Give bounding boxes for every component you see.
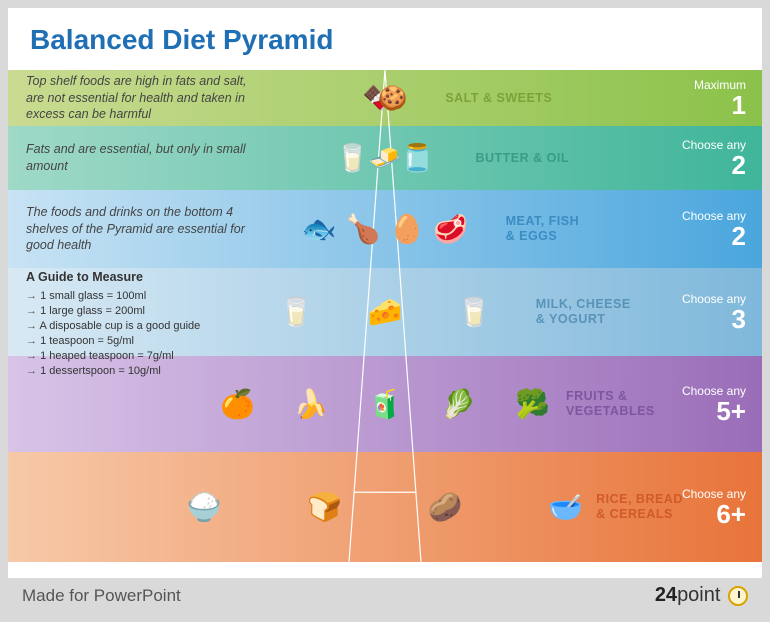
- guide-item: A disposable cup is a good guide: [26, 318, 246, 333]
- pyramid-row-1: Fats and are essential, but only in smal…: [8, 126, 762, 190]
- guide-item: 1 heaped teaspoon = 7g/ml: [26, 348, 246, 363]
- row-choose: Maximum1: [694, 78, 746, 118]
- guide-item: 1 large glass = 200ml: [26, 303, 246, 318]
- row-choose: Choose any6+: [682, 487, 746, 527]
- pyramid-row-5: RICE, BREAD& CEREALSChoose any6+🍚🍞🥔🥣: [8, 452, 762, 562]
- brand-24: 24: [655, 584, 677, 606]
- guide-title: A Guide to Measure: [26, 270, 246, 284]
- row-label: MILK, CHEESE& YOGURT: [536, 297, 631, 327]
- slide-title: Balanced Diet Pyramid: [8, 8, 762, 66]
- row-choose: Choose any3: [682, 292, 746, 332]
- row-label: SALT & SWEETS: [445, 91, 552, 106]
- row-choose: Choose any2: [682, 138, 746, 178]
- choose-num: 1: [694, 92, 746, 118]
- footer: Made for PowerPoint 24point: [8, 578, 762, 607]
- guide-list: 1 small glass = 100ml1 large glass = 200…: [26, 288, 246, 378]
- clock-icon: [728, 586, 748, 606]
- choose-num: 3: [682, 306, 746, 332]
- row-choose: Choose any2: [682, 209, 746, 249]
- footer-caption: Made for PowerPoint: [22, 586, 181, 606]
- row-label: RICE, BREAD& CEREALS: [596, 492, 683, 522]
- row-label: MEAT, FISH& EGGS: [506, 214, 580, 244]
- pyramid-row-2: The foods and drinks on the bottom 4 she…: [8, 190, 762, 268]
- guide-item: 1 dessertspoon = 10g/ml: [26, 363, 246, 378]
- guide-item: 1 teaspoon = 5g/ml: [26, 333, 246, 348]
- row-description: The foods and drinks on the bottom 4 she…: [26, 204, 266, 255]
- choose-num: 2: [682, 152, 746, 178]
- choose-num: 6+: [682, 501, 746, 527]
- choose-num: 2: [682, 223, 746, 249]
- guide-item: 1 small glass = 100ml: [26, 288, 246, 303]
- choose-num: 5+: [682, 398, 746, 424]
- row-description: Top shelf foods are high in fats and sal…: [26, 73, 266, 124]
- row-label: BUTTER & OIL: [475, 151, 569, 166]
- brand-logo: 24point: [655, 584, 748, 607]
- row-description: Fats and are essential, but only in smal…: [26, 141, 266, 175]
- row-choose: Choose any5+: [682, 384, 746, 424]
- pyramid-row-0: Top shelf foods are high in fats and sal…: [8, 70, 762, 126]
- brand-point: point: [677, 584, 720, 606]
- slide-canvas: Balanced Diet Pyramid Top shelf foods ar…: [8, 8, 762, 578]
- row-label: FRUITS &VEGETABLES: [566, 389, 655, 419]
- measure-guide: A Guide to Measure 1 small glass = 100ml…: [26, 270, 246, 378]
